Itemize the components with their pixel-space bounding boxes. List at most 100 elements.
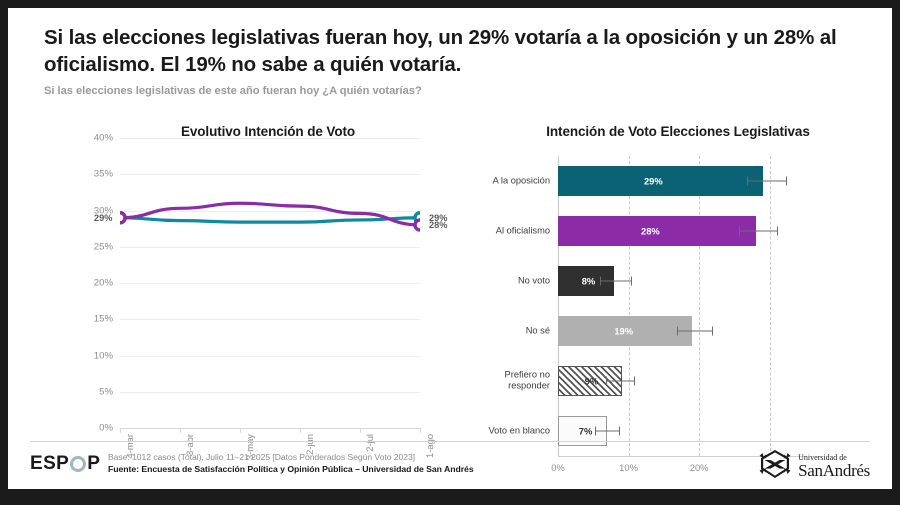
bar-row[interactable]: A la oposición 29% — [493, 166, 805, 196]
espop-ring-icon — [70, 456, 87, 472]
bar-gridline — [769, 156, 772, 456]
bar-value-label: 9% — [584, 375, 599, 387]
bar-x-tick-label: 20% — [689, 462, 709, 473]
espop-logo-text-1: ESP — [30, 453, 70, 474]
bar-category-label: Prefiero no responder — [504, 369, 550, 391]
bar-error-cap — [776, 226, 778, 236]
bar-error-cap — [785, 176, 787, 186]
bar-row[interactable]: Al oficialismo 28% — [496, 216, 805, 246]
university-name-big: SanAndrés — [798, 461, 870, 480]
footer: ESP P Base: 1012 casos (Total), Julio 11… — [8, 441, 892, 489]
line-y-tick-label: 40% — [93, 132, 113, 144]
footer-base-note: Base: 1012 casos (Total), Julio 11–21 20… — [108, 452, 416, 462]
bar-error-bar — [739, 230, 777, 232]
bar-category-label: Voto en blanco — [488, 425, 550, 436]
line-gridline: 15% — [94, 314, 420, 325]
bar-chart-title: Intención de Voto Elecciones Legislativa… — [546, 124, 810, 139]
bar-gridline — [558, 156, 560, 456]
line-series-path — [120, 216, 420, 224]
line-chart-title: Evolutivo Intención de Voto — [180, 124, 356, 139]
line-y-tick-label: 10% — [93, 350, 113, 361]
footer-source-note: Fuente: Encuesta de Satisfacción Polític… — [108, 464, 474, 474]
bar-error-bar — [600, 280, 632, 282]
footer-divider — [30, 441, 870, 442]
bar-x-tick-label: 0% — [551, 462, 565, 473]
line-start-value-label: 29% — [94, 212, 113, 223]
university-name-small: Universidad de — [798, 453, 847, 462]
bar-row[interactable]: Prefiero no responder 9% — [505, 366, 805, 396]
bar-error-bar — [747, 180, 786, 182]
line-end-value-label: 28% — [429, 220, 448, 230]
line-endpoint-marker — [120, 211, 127, 225]
line-y-tick-label: 20% — [93, 277, 113, 289]
line-y-tick-label: 5% — [99, 386, 113, 398]
footer-text: Base: 1012 casos (Total), Julio 11–21 20… — [108, 452, 474, 474]
bar-category-label: No sé — [525, 325, 550, 336]
line-gridline: 40% — [94, 133, 420, 144]
bar-error-bar — [594, 430, 620, 432]
bar-gridline — [628, 156, 631, 456]
bar-x-tick-label: 10% — [619, 462, 638, 473]
line-x-tick-mark — [180, 428, 181, 433]
line-gridline: 30% — [94, 205, 420, 216]
bar-error-cap — [711, 326, 713, 336]
line-endpoint-marker — [413, 218, 420, 232]
bar-gridline — [699, 156, 701, 456]
bar-category-label: Al oficialismo — [495, 225, 550, 236]
espop-logo-text-2: P — [87, 453, 101, 474]
bar-error-bar — [676, 330, 712, 332]
line-chart-plot: 0% 5% 10% 15% 20% 25% 30% 35% 40% 4-mar 3-abr 3-may… — [94, 133, 448, 461]
line-y-tick-label: 30% — [93, 205, 113, 216]
line-y-tick-label: 35% — [93, 168, 113, 180]
page-title: Si las elecciones legislativas fueran ho… — [44, 26, 837, 77]
page-subtitle: Si las elecciones legislativas de este a… — [44, 84, 422, 97]
university-logo: Universidad de SanAndrés — [758, 449, 870, 484]
line-chart: Evolutivo Intención de Voto 0% 5% 10% 15% 20… — [38, 120, 458, 465]
bar-row[interactable]: No sé 19% — [526, 316, 805, 346]
line-y-tick-label: 25% — [93, 241, 113, 253]
header: Si las elecciones legislativas fueran ho… — [44, 24, 856, 97]
bar-error-cap — [600, 276, 602, 286]
bar-x-axis — [558, 456, 805, 457]
slide-canvas: Si las elecciones legislativas fueran ho… — [8, 8, 892, 489]
bar-error-cap — [747, 176, 749, 186]
line-gridline: 10% — [94, 350, 420, 361]
bar-value-label: 29% — [643, 175, 663, 187]
line-end-value-label: 29% — [429, 212, 448, 223]
espop-logo: ESP P — [30, 453, 100, 475]
bar-error-cap — [594, 426, 596, 436]
line-y-tick-label: 0% — [99, 422, 113, 434]
line-series-group — [120, 201, 420, 232]
bar-value-label: 19% — [614, 325, 634, 337]
bar-rect[interactable] — [558, 316, 693, 346]
line-x-tick-mark — [240, 428, 241, 433]
bar-error-cap — [739, 226, 741, 236]
line-x-tick-mark — [300, 428, 301, 433]
bar-rect[interactable] — [558, 166, 763, 196]
bar-rect[interactable] — [558, 216, 756, 246]
bar-row[interactable]: No voto 8% — [518, 266, 805, 296]
bar-error-cap — [605, 376, 607, 386]
line-gridline: 0% — [99, 423, 420, 434]
university-name: Universidad de SanAndrés — [798, 453, 870, 480]
line-gridline: 25% — [94, 241, 420, 252]
line-gridline: 20% — [94, 278, 420, 289]
bar-value-label: 28% — [640, 225, 660, 237]
line-gridline: 35% — [94, 169, 420, 180]
bar-error-cap — [631, 276, 633, 286]
bar-error-cap — [619, 426, 621, 436]
bar-category-label: No voto — [517, 275, 550, 286]
bar-value-label: 7% — [578, 425, 593, 437]
line-x-tick-mark — [360, 428, 361, 433]
line-y-tick-label: 15% — [93, 313, 113, 325]
line-series-path — [120, 201, 420, 227]
line-x-tick-mark — [420, 428, 421, 433]
bar-error-cap — [634, 376, 636, 386]
line-gridline: 5% — [99, 386, 420, 397]
bar-error-bar — [605, 380, 635, 382]
bar-value-label: 8% — [581, 275, 596, 287]
bar-category-label: A la oposición — [492, 175, 550, 186]
bar-error-cap — [676, 326, 678, 336]
bar-chart: Intención de Voto Elecciones Legislativa… — [468, 120, 888, 473]
